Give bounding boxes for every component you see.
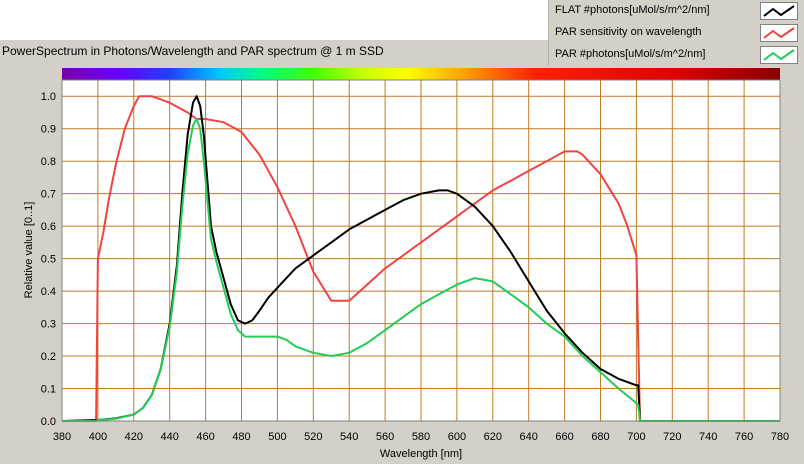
x-tick-label: 520 <box>304 431 322 443</box>
legend-label-par-sensitivity: PAR sensitivity on wavelength <box>555 26 702 38</box>
x-tick-label: 660 <box>555 431 573 443</box>
y-tick-label: 0.8 <box>41 156 56 168</box>
legend-item-flat: FLAT #photons[uMol/s/m^2/nm] <box>549 0 804 22</box>
x-tick-label: 380 <box>53 431 71 443</box>
x-tick-label: 500 <box>268 431 286 443</box>
grid-lines <box>62 80 780 421</box>
y-tick-label: 1.0 <box>41 91 56 103</box>
title-strip <box>0 0 548 40</box>
x-tick-label: 540 <box>340 431 358 443</box>
chart-title: PowerSpectrum in Photons/Wavelength and … <box>2 44 384 58</box>
x-tick-label: 560 <box>376 431 394 443</box>
x-axis-label: Wavelength [nm] <box>380 448 462 460</box>
x-tick-label: 780 <box>771 431 789 443</box>
x-tick-label: 620 <box>484 431 502 443</box>
x-tick-label: 480 <box>232 431 250 443</box>
legend-swatch-par-photons <box>760 46 798 64</box>
legend-swatch-par-sensitivity <box>760 24 798 42</box>
x-tick-label: 400 <box>89 431 107 443</box>
x-tick-label: 680 <box>591 431 609 443</box>
y-tick-label: 0.1 <box>41 384 56 396</box>
y-axis-label: Relative value [0..1] <box>23 202 35 299</box>
x-tick-label: 720 <box>663 431 681 443</box>
y-tick-label: 0.0 <box>41 416 56 428</box>
legend-label-flat: FLAT #photons[uMol/s/m^2/nm] <box>555 4 710 16</box>
x-tick-label: 580 <box>412 431 430 443</box>
y-tick-label: 0.3 <box>41 319 56 331</box>
x-tick-label: 700 <box>627 431 645 443</box>
legend-item-par-sensitivity: PAR sensitivity on wavelength <box>549 22 804 44</box>
x-tick-label: 460 <box>196 431 214 443</box>
y-tick-label: 0.4 <box>41 286 56 298</box>
series-lines <box>61 95 780 422</box>
y-tick-label: 0.7 <box>41 189 56 201</box>
y-tick-label: 0.2 <box>41 351 56 363</box>
legend-label-par-photons: PAR #photons[uMol/s/m^2/nm] <box>555 48 706 60</box>
x-tick-label: 600 <box>448 431 466 443</box>
y-tick-label: 0.6 <box>41 221 56 233</box>
y-tick-labels: 0.0 0.1 0.2 0.3 0.4 0.5 0.6 0.7 0.8 0.9 1.0 <box>41 91 56 428</box>
legend-swatch-flat <box>760 2 798 20</box>
legend-item-par-photons: PAR #photons[uMol/s/m^2/nm] <box>549 44 804 66</box>
plot-border <box>61 79 781 422</box>
series-line-par-sensitivity <box>62 95 780 422</box>
x-tick-label: 420 <box>125 431 143 443</box>
spectrum-bar <box>62 68 780 80</box>
y-tick-label: 0.9 <box>41 124 56 136</box>
x-tick-label: 440 <box>161 431 179 443</box>
legend: FLAT #photons[uMol/s/m^2/nm] PAR sensiti… <box>548 0 804 66</box>
x-tick-label: 640 <box>520 431 538 443</box>
y-tick-label: 0.5 <box>41 254 56 266</box>
x-tick-labels: 380 400 420 440 460 480 500 520 540 560 580 600 620 6… <box>53 431 789 443</box>
series-line-par-photons <box>62 118 780 422</box>
x-tick-label: 760 <box>735 431 753 443</box>
x-tick-label: 740 <box>699 431 717 443</box>
